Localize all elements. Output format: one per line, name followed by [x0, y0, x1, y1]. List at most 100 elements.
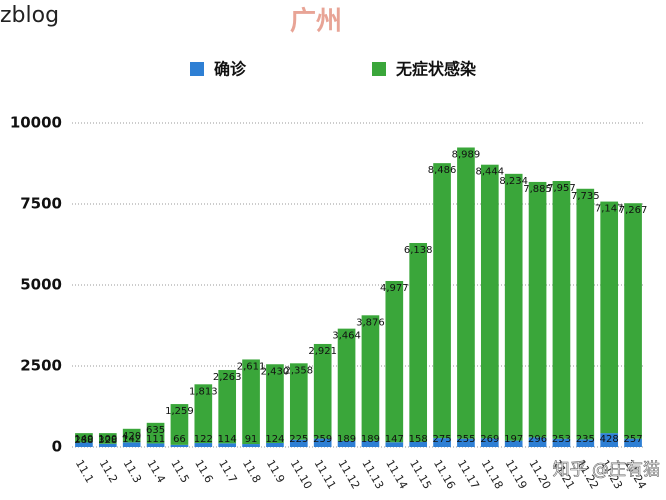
value-label: 2,263 — [213, 372, 242, 383]
x-tick-label: 11.16 — [431, 458, 458, 492]
x-tick-label: 11.20 — [526, 458, 553, 492]
legend-swatch — [190, 62, 204, 76]
value-label: 1,259 — [165, 406, 194, 417]
value-label: 1,813 — [189, 386, 218, 397]
value-label: 8,444 — [475, 167, 504, 178]
bar-segment — [337, 440, 356, 447]
value-label: 3,464 — [332, 331, 361, 342]
value-label: 91 — [245, 434, 258, 445]
bar-segment — [504, 173, 523, 441]
value-label: 275 — [433, 434, 452, 445]
x-tick-label: 11.19 — [502, 458, 529, 492]
value-label: 189 — [337, 434, 356, 445]
value-label: 158 — [409, 434, 428, 445]
value-label: 235 — [576, 434, 595, 445]
bar-segment — [576, 188, 595, 440]
value-label: 197 — [504, 434, 523, 445]
x-tick-label: 11.7 — [216, 458, 240, 486]
value-label: 259 — [313, 434, 332, 445]
bar-segment — [433, 438, 451, 447]
legend-label: 确诊 — [214, 60, 247, 79]
value-label: 3,876 — [356, 317, 385, 328]
value-label: 420 — [122, 431, 141, 442]
legend-label: 无症状感染 — [395, 60, 477, 79]
bar-segment — [242, 444, 260, 447]
bar-segment — [170, 404, 189, 445]
bar-segment — [528, 181, 547, 438]
bar-segment — [194, 443, 213, 447]
bar-segment — [457, 147, 475, 439]
value-label: 2,921 — [308, 346, 337, 357]
value-label: 122 — [194, 434, 213, 445]
bar-segment — [146, 443, 165, 447]
value-label: 257 — [624, 434, 643, 445]
x-tick-label: 11.2 — [97, 458, 121, 486]
bar-segment — [218, 443, 237, 447]
value-label: 269 — [480, 434, 499, 445]
bar-segment — [170, 444, 189, 447]
y-tick-label: 0 — [52, 438, 62, 456]
bar-segment — [266, 364, 284, 443]
x-tick-label: 11.18 — [479, 458, 506, 492]
x-tick-label: 11.4 — [144, 458, 168, 486]
x-tick-label: 11.6 — [192, 458, 216, 486]
value-label: 114 — [218, 434, 237, 445]
value-label: 6,138 — [404, 245, 433, 256]
x-tick-label: 11.8 — [240, 458, 264, 486]
value-label: 8,989 — [452, 149, 481, 160]
bar-segment — [552, 180, 571, 439]
bar-segment — [528, 437, 547, 447]
x-tick-label: 11.12 — [335, 458, 362, 492]
x-tick-label: 11.3 — [120, 458, 144, 486]
value-label: 142 — [122, 434, 141, 445]
bar-segment — [552, 438, 571, 447]
legend-swatch — [372, 62, 386, 76]
value-label: 66 — [173, 434, 186, 445]
bar-segment — [600, 201, 619, 434]
bar-segment — [98, 433, 117, 444]
value-label: 428 — [600, 434, 619, 445]
y-tick-label: 2500 — [20, 357, 62, 375]
watermark: 知乎 @庄有猫 — [553, 460, 660, 480]
value-label: 7,957 — [547, 183, 576, 194]
x-tick-label: 11.13 — [359, 458, 386, 492]
x-tick-label: 11.14 — [383, 458, 410, 492]
value-label: 7,735 — [571, 191, 600, 202]
y-tick-label: 5000 — [20, 276, 62, 294]
bar-segment — [457, 438, 475, 447]
y-tick-label: 10000 — [10, 114, 62, 132]
value-label: 2,430 — [261, 366, 290, 377]
bar-segment — [75, 433, 93, 443]
value-label: 8,486 — [428, 165, 457, 176]
bar-segment — [313, 438, 332, 447]
bar-segment — [266, 442, 284, 447]
bar-segment — [600, 433, 619, 447]
bar-segment — [218, 369, 237, 444]
value-label: 255 — [456, 434, 475, 445]
x-tick-label: 11.17 — [455, 458, 482, 492]
bar-segment — [313, 343, 332, 439]
x-tick-label: 11.11 — [311, 458, 338, 492]
bar-segment — [385, 280, 404, 443]
x-tick-label: 11.5 — [168, 458, 192, 486]
bar-segment — [624, 203, 642, 439]
watermark: zblog — [0, 3, 59, 28]
bar-segment — [289, 439, 308, 447]
value-label: 2,611 — [237, 361, 266, 372]
bar-segment — [122, 442, 141, 447]
value-label: 100 — [98, 434, 117, 445]
value-label: 7,267 — [619, 205, 648, 216]
x-tick-label: 11.1 — [73, 458, 97, 486]
bar-segment — [194, 384, 213, 444]
bar-segment — [624, 438, 642, 447]
bar-segment — [409, 441, 428, 447]
bar-segment — [146, 422, 165, 444]
bar-segment — [480, 164, 499, 439]
bar-segment — [385, 442, 404, 447]
value-label: 7,885 — [523, 184, 552, 195]
bar-segment — [337, 328, 356, 441]
value-label: 288 — [74, 435, 93, 446]
bar-segment — [75, 442, 93, 447]
bar-segment — [576, 439, 595, 447]
